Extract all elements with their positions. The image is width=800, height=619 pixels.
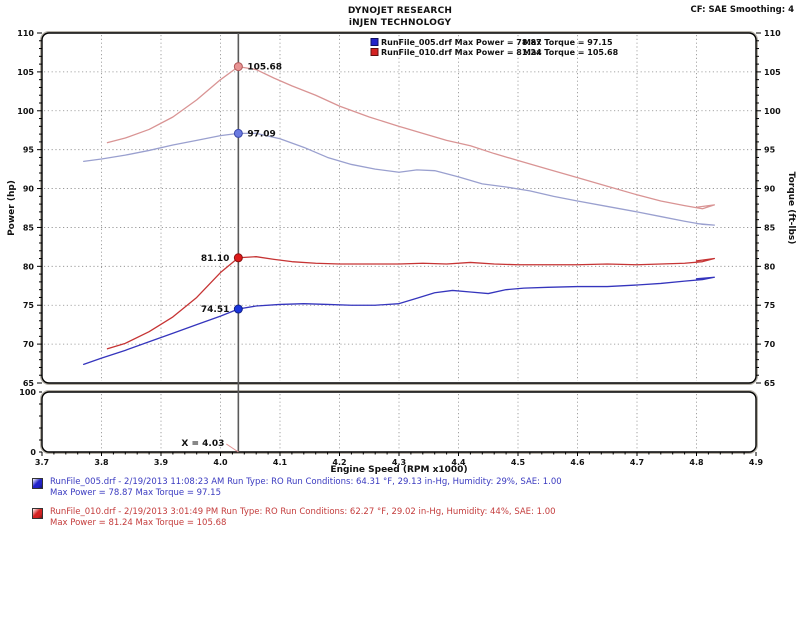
ytick-label-right: 80 — [764, 262, 776, 271]
ytick-label-right: 65 — [764, 379, 776, 388]
right-axis-title: Torque (ft-lbs) — [786, 172, 796, 245]
marker-dot-105.68 — [233, 62, 243, 72]
xtick-label: 4.2 — [332, 458, 346, 467]
chart-legend: RunFile_005.drf Max Power = 78.87 Max To… — [370, 38, 619, 57]
marker-label-105.68: 105.68 — [247, 63, 282, 73]
series-runfile-010-power-hp- — [106, 256, 715, 350]
legend-run2-label: RunFile_010.drf Max Power = 81.24 — [381, 48, 542, 57]
left-axis-title: Power (hp) — [7, 180, 17, 236]
legend-swatch-run2 — [370, 48, 379, 56]
ytick-label-left: 75 — [23, 301, 35, 310]
ytick-label-right: 105 — [764, 68, 781, 77]
marker-dot-97.09 — [233, 128, 243, 138]
marker-label-97.09: 97.09 — [247, 129, 275, 139]
footer-run-2: RunFile_010.drf - 2/19/2013 3:01:49 PM R… — [30, 507, 770, 529]
xtick-label: 4.3 — [392, 458, 406, 467]
ytick-label-right: 70 — [764, 340, 776, 349]
header-line1: DYNOJET RESEARCH — [347, 6, 453, 16]
lower-ytick-label: 100 — [19, 388, 36, 397]
run2-max-line: Max Power = 81.24 Max Torque = 105.68 — [50, 518, 227, 528]
ytick-label-left: 70 — [23, 340, 35, 349]
marker-label-81.10: 81.10 — [201, 254, 229, 264]
ytick-label-left: 105 — [17, 68, 34, 77]
legend-run1-torque: Max Torque = 97.15 — [523, 38, 613, 47]
run1-max-line: Max Power = 78.87 Max Torque = 97.15 — [50, 488, 221, 498]
xtick-label: 3.8 — [94, 458, 109, 467]
main-plot-frame — [41, 32, 757, 384]
xtick-label: 4.6 — [570, 458, 585, 467]
ytick-label-left: 80 — [23, 262, 35, 271]
xtick-label: 4.8 — [689, 458, 704, 467]
xtick-label: 4.5 — [511, 458, 526, 467]
xtick-label: 3.7 — [35, 458, 49, 467]
xtick-label: 4.4 — [451, 458, 466, 467]
chart-grid — [44, 35, 754, 450]
marker-dot-81.10 — [233, 253, 243, 263]
legend-run1-label: RunFile_005.drf Max Power = 78.87 — [381, 38, 542, 47]
ytick-label-left: 65 — [23, 379, 35, 388]
marker-label-74.51: 74.51 — [201, 305, 229, 315]
series-runfile-010-torque-ft-lbs- — [106, 65, 715, 210]
chart-cursor[interactable]: X = 4.03 — [181, 33, 240, 453]
chart-ticks: 65 65 70 70 75 75 80 80 85 85 90 90 95 95 100 100 105 105… — [17, 29, 781, 467]
dyno-chart-svg: 65 65 70 70 75 75 80 80 85 85 90 90 95 95 100 100 105 105… — [7, 29, 796, 475]
xtick-label: 4.0 — [213, 458, 228, 467]
footer-run-1: RunFile_005.drf - 2/19/2013 11:08:23 AM … — [30, 477, 770, 499]
xtick-label: 4.1 — [273, 458, 288, 467]
chart-frames — [40, 31, 758, 454]
ytick-label-right: 110 — [764, 29, 781, 38]
ytick-label-right: 100 — [764, 107, 781, 116]
ytick-label-left: 100 — [17, 107, 34, 116]
chart-markers: 105.68 97.09 81.10 74.51 — [201, 62, 282, 315]
run2-color-swatch — [32, 508, 43, 519]
xtick-label: 3.9 — [154, 458, 169, 467]
ytick-label-left: 85 — [23, 223, 35, 232]
ytick-label-right: 90 — [764, 185, 776, 194]
series-runfile-005-torque-ft-lbs- — [83, 132, 715, 226]
legend-swatch-run1 — [370, 38, 379, 46]
header-line2: iNJEN TECHNOLOGY — [348, 18, 452, 28]
marker-dot-74.51 — [233, 304, 243, 314]
xtick-label: 4.7 — [630, 458, 644, 467]
run1-color-swatch — [32, 478, 43, 489]
report-header: DYNOJET RESEARCH iNJEN TECHNOLOGY — [0, 5, 800, 29]
xtick-label: 4.9 — [749, 458, 764, 467]
ytick-label-right: 85 — [764, 223, 776, 232]
ytick-label-left: 90 — [23, 185, 35, 194]
ytick-label-right: 95 — [764, 146, 776, 155]
run2-info-line: RunFile_010.drf - 2/19/2013 3:01:49 PM R… — [50, 507, 556, 517]
correction-factor-label: CF: SAE Smoothing: 4 — [690, 5, 795, 15]
run1-info-line: RunFile_005.drf - 2/19/2013 11:08:23 AM … — [50, 477, 562, 487]
x-axis-title: Engine Speed (RPM x1000) — [330, 465, 467, 475]
ytick-label-right: 75 — [764, 301, 776, 310]
cursor-connector — [226, 443, 239, 453]
lower-plot-frame — [41, 391, 757, 453]
cursor-value-label: X = 4.03 — [181, 439, 224, 449]
ytick-label-left: 110 — [17, 29, 34, 38]
series-runfile-005-power-hp- — [83, 276, 715, 365]
ytick-label-left: 95 — [23, 146, 35, 155]
chart-series — [83, 65, 715, 365]
legend-run2-torque: Max Torque = 105.68 — [523, 48, 619, 57]
lower-ytick-label: 0 — [30, 448, 36, 457]
